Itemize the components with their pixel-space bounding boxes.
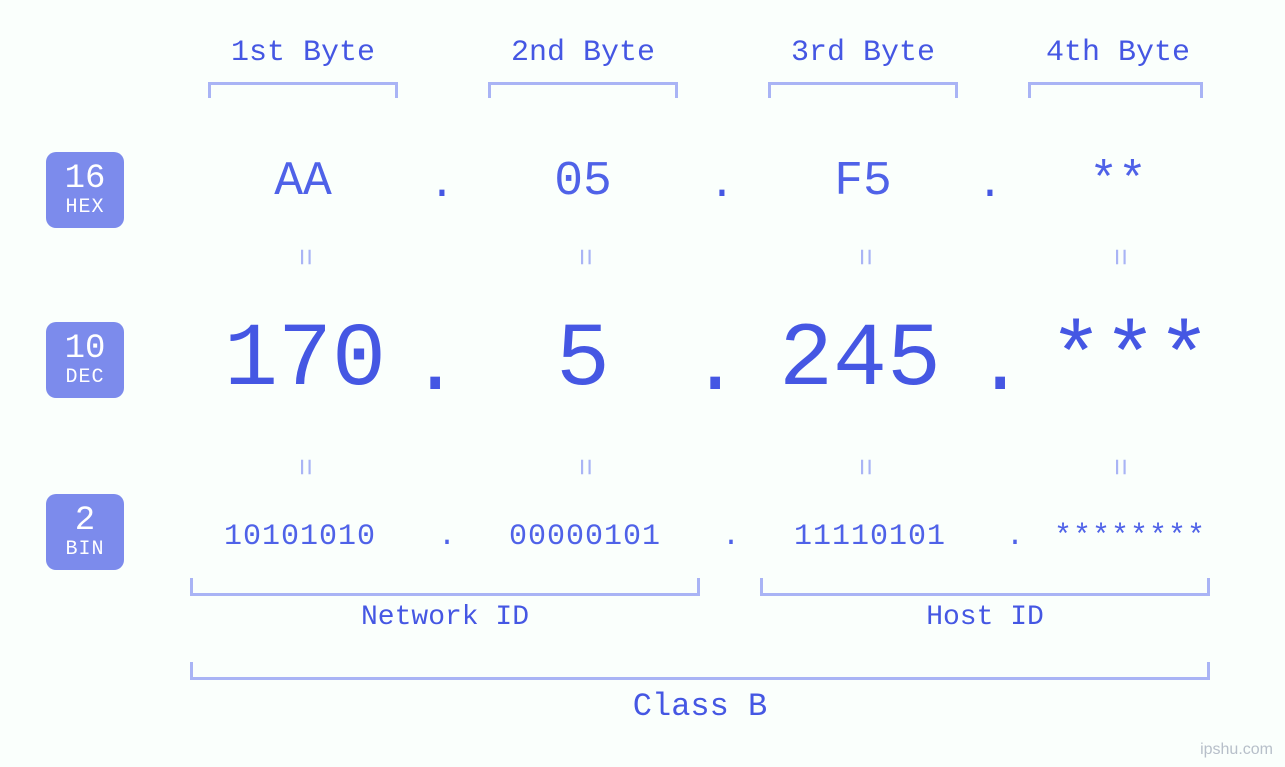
badge-bin-label: BIN	[46, 539, 124, 560]
badge-dec: 10 DEC	[46, 322, 124, 398]
badge-hex-label: HEX	[46, 197, 124, 218]
bin-byte-4: ********	[1025, 520, 1235, 554]
host-id-label: Host ID	[760, 602, 1210, 633]
hex-byte-3: F5	[763, 155, 963, 209]
bracket-network	[190, 578, 700, 596]
badge-bin: 2 BIN	[46, 494, 124, 570]
badge-bin-base: 2	[46, 504, 124, 540]
bracket-class	[190, 662, 1210, 680]
badge-dec-label: DEC	[46, 367, 124, 388]
network-id-label: Network ID	[190, 602, 700, 633]
equals-icon: =	[846, 447, 880, 487]
equals-icon: =	[846, 237, 880, 277]
equals-icon: =	[286, 447, 320, 487]
dec-byte-4: ***	[1030, 310, 1230, 412]
class-label: Class B	[190, 688, 1210, 725]
dec-dot-2: .	[690, 320, 730, 415]
bracket-top-2	[488, 82, 678, 98]
watermark: ipshu.com	[1200, 741, 1273, 759]
bin-byte-1: 10101010	[175, 520, 425, 554]
dec-byte-2: 5	[483, 310, 683, 412]
bin-byte-2: 00000101	[460, 520, 710, 554]
bin-byte-3: 11110101	[745, 520, 995, 554]
bracket-top-1	[208, 82, 398, 98]
equals-icon: =	[566, 237, 600, 277]
equals-icon: =	[1101, 237, 1135, 277]
dec-dot-3: .	[975, 320, 1015, 415]
hex-dot-2: .	[707, 160, 737, 210]
bracket-host	[760, 578, 1210, 596]
bracket-top-4	[1028, 82, 1203, 98]
dec-byte-3: 245	[745, 310, 975, 412]
equals-icon: =	[286, 237, 320, 277]
dec-dot-1: .	[410, 320, 450, 415]
hex-dot-1: .	[427, 160, 457, 210]
hex-byte-4: **	[1018, 155, 1218, 209]
ip-diagram: 1st Byte 2nd Byte 3rd Byte 4th Byte 16 H…	[0, 0, 1285, 767]
bracket-top-3	[768, 82, 958, 98]
bin-dot-2: .	[716, 520, 746, 554]
equals-icon: =	[1101, 447, 1135, 487]
byte-header-1: 1st Byte	[203, 36, 403, 70]
badge-hex: 16 HEX	[46, 152, 124, 228]
hex-byte-2: 05	[483, 155, 683, 209]
dec-byte-1: 170	[200, 310, 410, 412]
hex-byte-1: AA	[203, 155, 403, 209]
badge-hex-base: 16	[46, 162, 124, 198]
byte-header-4: 4th Byte	[1018, 36, 1218, 70]
byte-header-2: 2nd Byte	[483, 36, 683, 70]
byte-header-3: 3rd Byte	[763, 36, 963, 70]
equals-icon: =	[566, 447, 600, 487]
badge-dec-base: 10	[46, 332, 124, 368]
hex-dot-3: .	[975, 160, 1005, 210]
bin-dot-1: .	[432, 520, 462, 554]
